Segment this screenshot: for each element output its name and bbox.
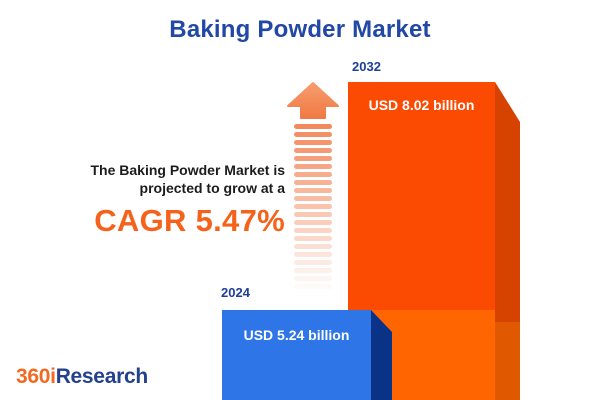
bar-2032-value-label: USD 8.02 billion [368, 97, 475, 113]
year-label-2032: 2032 [352, 59, 381, 74]
bar-2032-side [495, 82, 520, 400]
bar-2024-value-label: USD 5.24 billion [243, 327, 350, 343]
year-label-2024: 2024 [221, 285, 250, 300]
logo-suffix: Research [55, 365, 148, 388]
company-logo: 360iResearch [16, 365, 148, 389]
headline-line2: projected to grow at a [139, 180, 285, 196]
bar-2024-side [371, 310, 392, 400]
growth-arrow-icon [287, 82, 339, 289]
headline-line1: The Baking Powder Market is [90, 162, 286, 178]
cagr-value: CAGR 5.47% [94, 203, 285, 238]
logo-prefix: 360i [16, 365, 56, 388]
bar-2024-front [222, 310, 371, 400]
bar-2024: USD 5.24 billion [222, 310, 392, 400]
headline-block: The Baking Powder Market is projected to… [91, 161, 286, 239]
page-title: Baking Powder Market [169, 16, 431, 43]
